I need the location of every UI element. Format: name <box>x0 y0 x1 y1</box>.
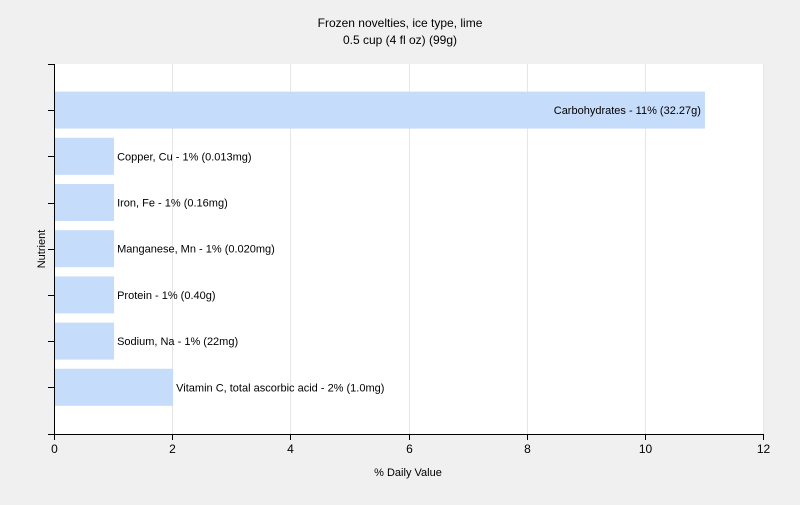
x-tick-label: 8 <box>524 442 531 456</box>
bar-value-label: Copper, Cu - 1% (0.013mg) <box>117 151 252 163</box>
chart-title: Frozen novelties, ice type, lime <box>318 16 483 30</box>
bar-value-label: Vitamin C, total ascorbic acid - 2% (1.0… <box>176 382 384 394</box>
bar <box>55 368 174 406</box>
x-tick-label: 12 <box>757 442 771 456</box>
x-tick-label: 0 <box>51 442 58 456</box>
bar-value-label: Sodium, Na - 1% (22mg) <box>117 336 238 348</box>
bars: Carbohydrates - 11% (32.27g) Copper, Cu -… <box>55 91 705 406</box>
bar-value-label: Iron, Fe - 1% (0.16mg) <box>117 198 228 210</box>
bar-value-label: Manganese, Mn - 1% (0.020mg) <box>117 244 275 256</box>
bar <box>55 230 115 268</box>
bar <box>55 137 115 175</box>
bar <box>55 276 115 314</box>
bar <box>55 184 115 221</box>
x-tick-label: 4 <box>287 442 294 456</box>
x-tick-label: 6 <box>406 442 413 456</box>
bar <box>55 91 705 129</box>
bar <box>55 322 115 360</box>
bar-value-label: Carbohydrates - 11% (32.27g) <box>554 105 701 117</box>
x-axis-label: % Daily Value <box>374 467 442 479</box>
x-tick-label: 2 <box>169 442 176 456</box>
x-tick-label: 10 <box>639 442 653 456</box>
axes: 0 2 4 6 8 10 12 <box>48 64 770 456</box>
chart-subtitle: 0.5 cup (4 fl oz) (99g) <box>343 33 457 47</box>
bar-value-label: Protein - 1% (0.40g) <box>117 290 215 302</box>
y-axis-label: Nutrient <box>36 230 48 269</box>
